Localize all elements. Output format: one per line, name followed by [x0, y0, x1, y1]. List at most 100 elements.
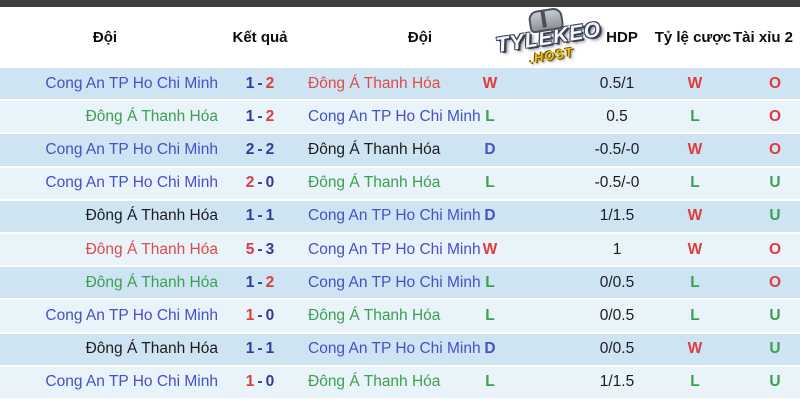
away-team-name: Đông Á Thanh Hóa — [308, 373, 441, 391]
score: 2 - 0 — [226, 168, 294, 199]
gloves-icon — [527, 6, 565, 34]
odds-result: W — [687, 140, 703, 158]
hdp-value: 0.5/1 — [599, 74, 635, 92]
score-away: 2 — [265, 273, 275, 291]
hdp-result: L — [485, 107, 495, 125]
home-team-name: Đông Á Thanh Hóa — [85, 240, 218, 258]
score: 1 - 1 — [226, 334, 294, 365]
top-bar — [0, 0, 800, 7]
score-home: 1 — [245, 273, 255, 291]
score-away: 2 — [265, 140, 275, 158]
hdp-result: L — [485, 273, 495, 291]
over-under-result: U — [769, 373, 781, 391]
score-separator: - — [257, 240, 263, 258]
score-away: 0 — [265, 306, 275, 324]
table-row: Đông Á Thanh Hóa 5 - 3 Cong An TP Ho Chi… — [0, 233, 800, 268]
header-result: Kết quả — [232, 29, 288, 46]
over-under-result: O — [768, 273, 782, 291]
odds-result: L — [690, 373, 700, 391]
hdp-result: W — [482, 74, 498, 92]
hdp-value: 0/0.5 — [599, 306, 635, 324]
away-team-name: Cong An TP Ho Chi Minh — [308, 107, 481, 125]
odds-result: L — [690, 273, 700, 291]
table-row: Đông Á Thanh Hóa 1 - 1 Cong An TP Ho Chi… — [0, 200, 800, 234]
score-separator: - — [257, 174, 263, 192]
score-home: 2 — [245, 140, 255, 158]
table-row: Đông Á Thanh Hóa 1 - 2 Cong An TP Ho Chi… — [0, 267, 800, 301]
score-home: 1 — [245, 207, 255, 225]
hdp-value: -0.5/-0 — [594, 140, 640, 158]
hdp-result: L — [485, 174, 495, 192]
away-team-name: Cong An TP Ho Chi Minh — [308, 207, 481, 225]
home-team-name: Đông Á Thanh Hóa — [85, 207, 218, 225]
away-team-name: Đông Á Thanh Hóa — [308, 306, 441, 324]
away-team-name: Cong An TP Ho Chi Minh — [308, 340, 481, 358]
score-home: 1 — [245, 74, 255, 92]
hdp-value: 0/0.5 — [599, 273, 635, 291]
odds-result: L — [690, 306, 700, 324]
odds-result: W — [687, 340, 703, 358]
score-away: 0 — [265, 373, 275, 391]
table-row: Đông Á Thanh Hóa 1 - 1 Cong An TP Ho Chi… — [0, 333, 800, 367]
hdp-value: 1/1.5 — [599, 207, 635, 225]
over-under-result: U — [769, 340, 781, 358]
odds-result: W — [687, 74, 703, 92]
table-row: Cong An TP Ho Chi Minh 2 - 2 Đông Á Than… — [0, 134, 800, 168]
home-team-name: Cong An TP Ho Chi Minh — [45, 174, 218, 192]
score-separator: - — [257, 140, 263, 158]
home-team-name: Cong An TP Ho Chi Minh — [45, 74, 218, 92]
header-team-home: Đội — [92, 29, 118, 46]
header-hdp: HDP — [606, 29, 638, 46]
hdp-result: D — [484, 140, 496, 158]
hdp-result: L — [485, 373, 495, 391]
table-header: Đội Kết quả Đội HDP Tỷ lệ cược Tài xỉu 2… — [0, 6, 800, 68]
hdp-result: L — [485, 306, 495, 324]
hdp-value: 0/0.5 — [599, 340, 635, 358]
score-away: 3 — [265, 240, 275, 258]
away-team-name: Đông Á Thanh Hóa — [308, 74, 441, 92]
away-team-name: Đông Á Thanh Hóa — [308, 140, 441, 158]
table-row: Cong An TP Ho Chi Minh 1 - 2 Đông Á Than… — [0, 68, 800, 102]
home-team-name: Cong An TP Ho Chi Minh — [45, 306, 218, 324]
home-team-name: Đông Á Thanh Hóa — [85, 340, 218, 358]
score: 1 - 2 — [226, 267, 294, 298]
score: 5 - 3 — [226, 234, 294, 265]
logo-wordmark: TYLEKEO — [494, 17, 603, 58]
score-home: 1 — [245, 373, 255, 391]
home-team-name: Cong An TP Ho Chi Minh — [45, 373, 218, 391]
score: 1 - 0 — [226, 300, 294, 331]
hdp-result: D — [484, 207, 496, 225]
away-team-name: Cong An TP Ho Chi Minh — [308, 240, 481, 258]
header-odds: Tỷ lệ cược — [654, 29, 732, 46]
over-under-result: U — [769, 207, 781, 225]
score-separator: - — [257, 306, 263, 324]
score-separator: - — [257, 207, 263, 225]
score: 1 - 1 — [226, 201, 294, 232]
odds-result: W — [687, 207, 703, 225]
hdp-value: 1 — [612, 240, 622, 258]
table-row: Cong An TP Ho Chi Minh 2 - 0 Đông Á Than… — [0, 167, 800, 201]
away-team-name: Đông Á Thanh Hóa — [308, 174, 441, 192]
score-separator: - — [257, 340, 263, 358]
score-away: 0 — [265, 174, 275, 192]
score-home: 1 — [245, 306, 255, 324]
match-rows: Cong An TP Ho Chi Minh 1 - 2 Đông Á Than… — [0, 68, 800, 400]
over-under-result: O — [768, 74, 782, 92]
home-team-name: Cong An TP Ho Chi Minh — [45, 140, 218, 158]
score-away: 1 — [265, 340, 275, 358]
hdp-result: D — [484, 340, 496, 358]
header-over-under: Tài xỉu 2 — [733, 29, 794, 46]
score-home: 1 — [245, 107, 255, 125]
home-team-name: Đông Á Thanh Hóa — [85, 273, 218, 291]
header-team-away: Đội — [407, 29, 433, 46]
table-row: Cong An TP Ho Chi Minh 1 - 0 Đông Á Than… — [0, 300, 800, 334]
hdp-result: W — [482, 240, 498, 258]
hdp-value: 0.5 — [606, 107, 628, 125]
score-home: 2 — [245, 174, 255, 192]
score-away: 2 — [265, 107, 275, 125]
odds-result: L — [690, 174, 700, 192]
over-under-result: O — [768, 140, 782, 158]
hdp-value: -0.5/-0 — [594, 174, 640, 192]
logo-host-label: .HOST — [528, 44, 575, 67]
